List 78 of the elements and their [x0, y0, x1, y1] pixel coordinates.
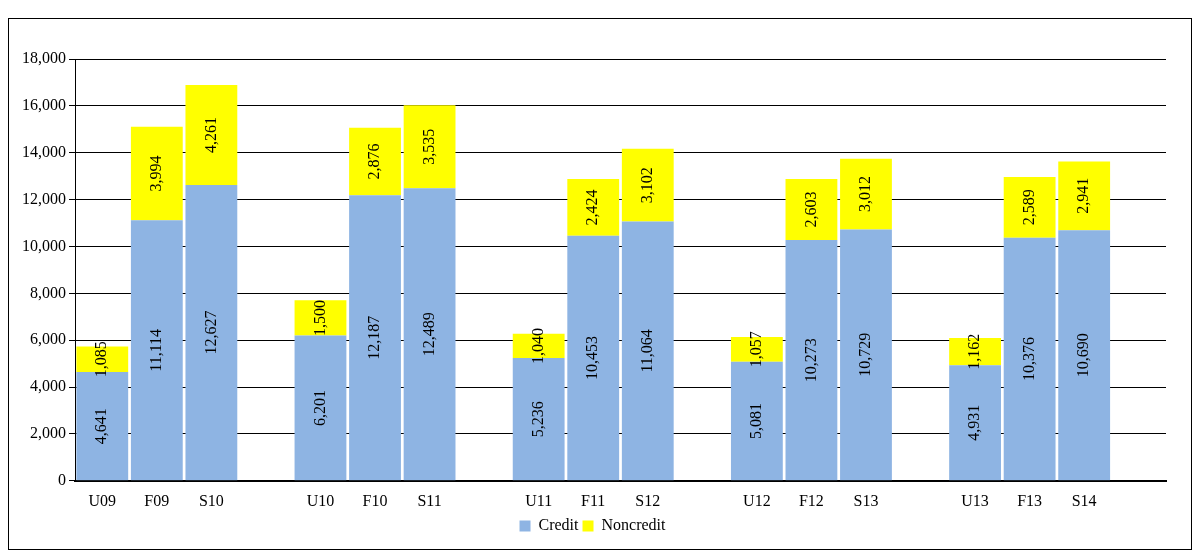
bar — [130, 220, 183, 481]
bar — [840, 229, 892, 481]
x-tick-label: U09 — [88, 491, 117, 509]
data-label: 2,424 — [583, 189, 601, 226]
y-tick-label: 18,000 — [22, 49, 66, 67]
data-label: 12,489 — [419, 312, 437, 357]
bar — [567, 179, 620, 236]
legend-label: Credit — [538, 516, 580, 534]
x-tick-label: U11 — [525, 491, 553, 509]
data-label: 10,453 — [583, 336, 601, 381]
bar — [403, 188, 456, 481]
x-tick-label: U13 — [961, 491, 989, 509]
bar — [185, 85, 238, 185]
x-tick-label: F09 — [144, 491, 170, 509]
data-label: 1,057 — [747, 331, 765, 368]
data-label: 12,187 — [365, 315, 383, 360]
y-tick-label: 10,000 — [22, 236, 66, 254]
y-tick-label: 4,000 — [30, 377, 66, 395]
x-tick-label: U12 — [743, 491, 771, 509]
data-label: 10,690 — [1074, 333, 1092, 378]
data-label: 3,994 — [147, 155, 165, 192]
x-tick-label: U10 — [306, 491, 335, 509]
data-label: 11,064 — [637, 329, 655, 373]
data-label: 3,102 — [637, 167, 655, 204]
data-label: 4,641 — [92, 408, 110, 445]
data-label: 3,012 — [856, 176, 874, 213]
y-tick-label: 12,000 — [22, 189, 66, 207]
data-label: 2,941 — [1074, 177, 1092, 214]
y-tick-label: 14,000 — [22, 142, 66, 160]
data-label: 1,500 — [310, 299, 328, 336]
y-tick-label: 6,000 — [30, 330, 66, 348]
data-label: 10,729 — [856, 332, 874, 377]
data-label: 2,876 — [365, 143, 383, 180]
data-label: 1,040 — [528, 327, 546, 364]
bar — [621, 148, 674, 222]
bar — [403, 105, 456, 189]
data-label: 6,201 — [310, 389, 328, 426]
y-tick-label: 8,000 — [30, 283, 66, 301]
bar — [840, 158, 892, 230]
x-tick-label: S12 — [635, 491, 661, 509]
data-label: 5,081 — [747, 403, 765, 440]
bar — [130, 126, 183, 221]
bar — [294, 335, 347, 481]
bar — [349, 195, 401, 481]
data-label: 4,261 — [201, 116, 219, 153]
x-tick-label: S11 — [417, 491, 442, 509]
data-label: 10,273 — [801, 338, 819, 383]
data-label: 1,085 — [92, 341, 110, 378]
x-tick-label: F13 — [1017, 491, 1043, 509]
data-label: 10,376 — [1019, 336, 1037, 381]
x-tick-label: F12 — [798, 491, 824, 509]
bar — [785, 240, 838, 481]
legend-label: Noncredit — [601, 516, 667, 534]
bar — [1058, 230, 1111, 481]
x-tick-label: S10 — [198, 491, 224, 509]
y-tick-label: 2,000 — [30, 424, 66, 442]
bar — [1003, 237, 1056, 481]
bar — [621, 221, 674, 481]
x-tick-label: F10 — [362, 491, 388, 509]
data-label: 11,114 — [147, 328, 165, 372]
bar — [185, 184, 238, 481]
y-tick-label: 16,000 — [22, 96, 66, 114]
data-label: 2,603 — [801, 191, 819, 228]
bar — [1003, 176, 1056, 238]
bar — [785, 179, 838, 241]
data-label: 12,627 — [201, 310, 219, 355]
data-label: 4,931 — [965, 404, 983, 441]
bar — [349, 127, 401, 196]
x-tick-label: S14 — [1071, 491, 1097, 509]
data-label: 2,589 — [1019, 189, 1037, 226]
bar — [1058, 161, 1111, 231]
x-tick-label: S13 — [853, 491, 879, 509]
x-tick-label: F11 — [581, 491, 606, 509]
data-label: 5,236 — [528, 401, 546, 438]
bar — [567, 235, 620, 481]
y-tick-label: 0 — [58, 471, 66, 488]
data-label: 3,535 — [419, 128, 437, 165]
data-label: 1,162 — [965, 333, 983, 370]
